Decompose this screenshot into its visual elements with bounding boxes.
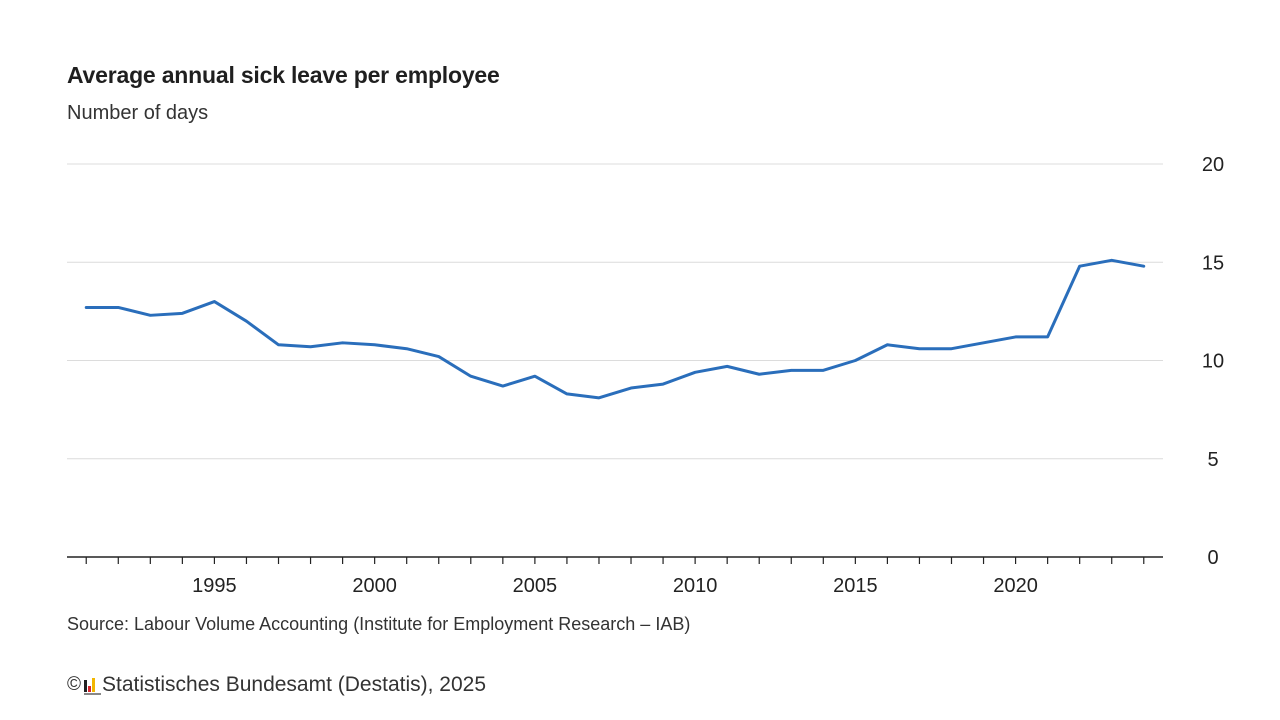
data-point-1999 (341, 341, 345, 345)
destatis-logo-icon (84, 676, 101, 695)
data-point-2010 (693, 370, 697, 374)
x-tick-label-2000: 2000 (352, 575, 397, 597)
series-line (84, 258, 1146, 400)
data-point-1993 (148, 313, 152, 317)
y-tick-label-0: 0 (1207, 547, 1218, 569)
data-point-2005 (533, 374, 537, 378)
data-point-1991 (84, 305, 88, 309)
chart-subtitle: Number of days (67, 102, 209, 124)
data-point-2022 (1078, 264, 1082, 268)
data-point-2007 (597, 396, 601, 400)
x-tick-label-2020: 2020 (993, 575, 1038, 597)
data-point-2021 (1046, 335, 1050, 339)
data-point-2014 (821, 368, 825, 372)
data-point-2013 (789, 368, 793, 372)
data-point-2020 (1014, 335, 1018, 339)
data-point-2000 (373, 343, 377, 347)
data-point-2018 (949, 347, 953, 351)
data-point-2003 (469, 374, 473, 378)
data-point-1992 (116, 305, 120, 309)
data-point-2017 (917, 347, 921, 351)
data-point-2004 (501, 384, 505, 388)
publisher-footer: © Statistisches Bundesamt (Destatis), 20… (67, 673, 486, 697)
x-tick-label-2015: 2015 (833, 575, 878, 597)
data-point-2019 (982, 341, 986, 345)
x-tick-label-1995: 1995 (192, 575, 237, 597)
y-tick-label-15: 15 (1202, 252, 1224, 274)
x-tick-label-2005: 2005 (513, 575, 558, 597)
data-point-2024 (1142, 264, 1146, 268)
chart-title: Average annual sick leave per employee (67, 62, 500, 88)
data-point-1994 (180, 311, 184, 315)
data-point-2009 (661, 382, 665, 386)
data-point-1997 (277, 343, 281, 347)
y-tick-label-5: 5 (1207, 449, 1218, 471)
data-point-2016 (885, 343, 889, 347)
x-tick-label-2010: 2010 (673, 575, 718, 597)
data-point-2015 (853, 359, 857, 363)
data-point-1996 (244, 319, 248, 323)
data-point-2023 (1110, 258, 1114, 262)
copyright-icon: © (67, 674, 81, 695)
data-point-1998 (309, 345, 313, 349)
data-point-2002 (437, 355, 441, 359)
data-point-2006 (565, 392, 569, 396)
source-note: Source: Labour Volume Accounting (Instit… (67, 614, 691, 634)
data-point-2011 (725, 364, 729, 368)
data-point-2012 (757, 372, 761, 376)
y-tick-label-20: 20 (1202, 154, 1224, 176)
publisher-text: Statistisches Bundesamt (Destatis), 2025 (102, 673, 487, 696)
data-point-1995 (212, 300, 216, 304)
y-tick-label-10: 10 (1202, 351, 1224, 373)
data-point-2008 (629, 386, 633, 390)
data-point-2001 (405, 347, 409, 351)
